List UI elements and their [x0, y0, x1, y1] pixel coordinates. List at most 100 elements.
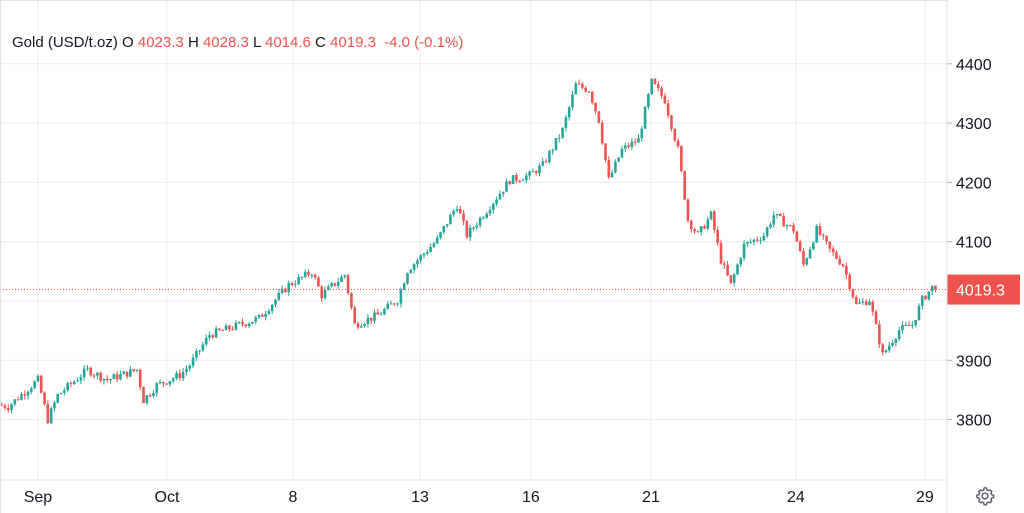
candle-body [218, 328, 221, 331]
candle-body [251, 321, 254, 324]
settings-gear-icon[interactable] [974, 485, 996, 507]
candle-body [676, 140, 680, 147]
candle-body [369, 317, 373, 321]
candle-body [59, 392, 63, 395]
candle-body [79, 377, 83, 381]
candle-body [99, 372, 102, 381]
ohlc-legend: Gold (USD/t.oz) O 4023.3 H 4028.3 L 4014… [12, 34, 463, 51]
candle-body [102, 378, 106, 381]
candle-body [419, 255, 423, 261]
x-tick-label: 13 [411, 489, 429, 506]
candle-body [680, 146, 683, 171]
candle-body [633, 141, 637, 143]
candle-body [894, 339, 898, 344]
candle-body [115, 374, 119, 380]
candle-body [396, 303, 399, 305]
candle-body [303, 271, 307, 277]
candle-body [426, 252, 429, 254]
candle-body [835, 252, 838, 259]
candle-body [528, 171, 531, 176]
candle-body [422, 253, 426, 256]
candle-body [211, 335, 215, 338]
candle-body [135, 369, 139, 371]
candle-body [554, 138, 558, 150]
candle-body [142, 387, 145, 404]
candle-body [904, 324, 908, 326]
candle-body [498, 193, 502, 200]
candle-body [72, 381, 76, 384]
candle-body [257, 314, 261, 318]
candle-body [647, 94, 650, 107]
candle-body [261, 314, 264, 317]
candle-body [406, 273, 409, 284]
candle-body [125, 371, 129, 377]
candle-body [683, 170, 686, 200]
candle-body [181, 371, 185, 379]
candle-body [20, 394, 23, 400]
candle-body [439, 232, 442, 238]
candle-body [409, 270, 413, 274]
candle-body [482, 217, 485, 219]
candle-body [848, 274, 851, 290]
y-tick-label: 3900 [956, 353, 992, 370]
candle-body [247, 323, 251, 327]
candle-body [132, 369, 135, 371]
candle-body [429, 246, 432, 253]
candle-body [165, 383, 168, 385]
candle-body [574, 83, 578, 95]
candle-body [759, 240, 762, 242]
candle-body [614, 161, 617, 173]
x-tick-label: 29 [916, 489, 934, 506]
candle-body [208, 335, 211, 338]
candle-body [432, 243, 436, 247]
candle-body [604, 143, 607, 160]
candle-body [69, 383, 73, 385]
candle-body [468, 227, 472, 238]
candle-body [808, 249, 812, 259]
candle-body [561, 128, 564, 138]
candle-body [597, 111, 601, 123]
candle-body [0, 404, 3, 406]
candle-body [521, 180, 525, 182]
candle-body [89, 367, 93, 376]
candle-body [459, 208, 462, 214]
open-value: 4023.3 [137, 34, 184, 51]
close-label: C [315, 34, 326, 51]
low-value: 4014.6 [264, 34, 311, 51]
candle-body [294, 284, 297, 286]
candle-body [63, 390, 66, 393]
candle-body [845, 266, 848, 275]
candle-body [478, 217, 482, 226]
candle-body [755, 239, 759, 241]
candle-body [402, 283, 406, 290]
candle-body [782, 216, 785, 227]
candle-body [231, 329, 234, 331]
candle-body [927, 291, 931, 300]
candle-body [327, 286, 330, 291]
candle-body [185, 368, 188, 372]
y-tick-label: 4400 [956, 57, 992, 74]
candle-body [356, 323, 360, 328]
candle-body [884, 350, 888, 353]
candle-body [366, 317, 370, 325]
candle-body [237, 322, 241, 324]
candle-body [214, 328, 218, 338]
candle-body [571, 94, 574, 108]
candle-body [623, 145, 627, 149]
candle-body [584, 87, 587, 92]
candle-body [109, 379, 112, 381]
candle-body [168, 381, 172, 385]
candle-body [891, 343, 894, 346]
candle-body [878, 324, 881, 345]
candle-body [610, 172, 614, 178]
candle-body [244, 324, 248, 327]
candle-body [722, 263, 726, 265]
candle-body [617, 157, 620, 162]
candle-body [158, 381, 162, 384]
candle-body [538, 165, 541, 174]
candle-body [491, 203, 495, 211]
candle-body [871, 301, 875, 312]
candle-body [930, 285, 934, 292]
x-tick-label: 21 [642, 489, 660, 506]
